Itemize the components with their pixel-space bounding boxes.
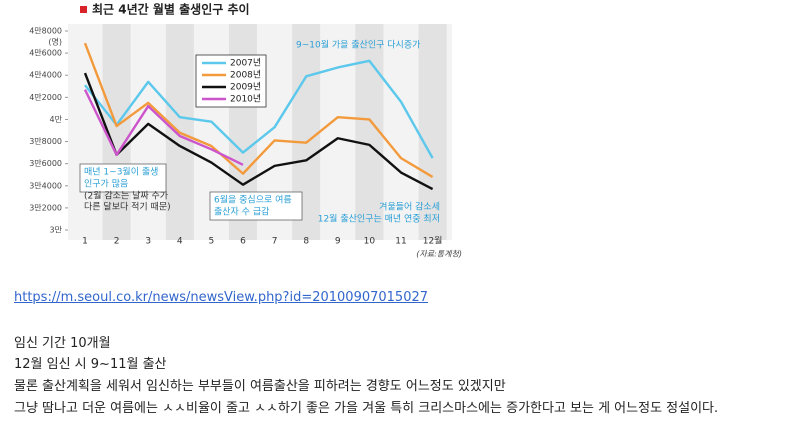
y-tick-label: 4만 bbox=[50, 115, 63, 124]
chart-title: 최근 4년간 월별 출생인구 추이 bbox=[92, 2, 250, 17]
legend-label: 2009년 bbox=[230, 82, 261, 93]
paragraph: 12월 임신 시 9~11월 출산 bbox=[14, 357, 167, 372]
paragraph: 그냥 땀나고 더운 여름에는 ㅅㅅ비율이 줄고 ㅅㅅ하기 좋은 가을 겨울 특히… bbox=[14, 401, 719, 416]
annotation: 출산자 수 급감 bbox=[214, 206, 269, 218]
annotation: 12월 출산인구는 매년 연중 최저 bbox=[318, 213, 440, 225]
x-tick-label: 5 bbox=[209, 237, 215, 247]
x-tick-label: 2 bbox=[114, 237, 120, 247]
y-tick-label: 3만4000 bbox=[29, 181, 62, 190]
y-tick-label: 4만6000 bbox=[29, 49, 62, 58]
y-tick-label: 3만2000 bbox=[29, 203, 62, 212]
x-tick-label: 3 bbox=[145, 237, 151, 247]
x-tick-label: 8 bbox=[303, 237, 309, 247]
legend-label: 2008년 bbox=[230, 70, 261, 81]
source: (자료:통계청) bbox=[416, 250, 462, 259]
chart: 최근 4년간 월별 출생인구 추이 (명) (자료:통계청) 3만 3만2000 3… bbox=[29, 2, 462, 259]
x-tick-label: 1 bbox=[82, 237, 88, 247]
y-tick-label: 4만8000 bbox=[29, 27, 62, 36]
annotation: 인구가 많음 bbox=[84, 179, 128, 190]
x-tick-label: 6 bbox=[240, 237, 246, 247]
x-tick-label: 11 bbox=[395, 237, 406, 247]
legend-label: 2010년 bbox=[230, 94, 261, 105]
band bbox=[418, 24, 447, 240]
paragraph: 임신 기간 10개월 bbox=[14, 336, 111, 351]
y-tick-label: 3만8000 bbox=[29, 137, 62, 146]
legend-label: 2007년 bbox=[230, 58, 261, 69]
x-tick-label: 12월 bbox=[423, 235, 443, 247]
paragraph: 물론 출산계획을 세워서 임신하는 부부들이 여름출산을 피하려는 경향도 어느… bbox=[14, 379, 506, 394]
y-tick-label: 3만6000 bbox=[29, 159, 62, 168]
series-line bbox=[84, 59, 434, 159]
x-tick-label: 7 bbox=[272, 237, 278, 247]
annotation: 겨울들어 감소세 bbox=[379, 201, 440, 213]
annotation: (2월 감소는 날짜 수가 bbox=[84, 190, 168, 202]
annotation-box bbox=[79, 163, 167, 193]
x-tick-label: 10 bbox=[364, 237, 376, 247]
y-tick-label: 3만 bbox=[50, 226, 63, 235]
y-tick-label: 4만2000 bbox=[29, 93, 62, 102]
annotation: 매년 1~3월이 출생 bbox=[84, 166, 158, 178]
annotation: 다른 달보다 적기 때문) bbox=[84, 201, 171, 213]
series-line bbox=[83, 89, 244, 166]
annotation: 6월을 중심으로 여름 bbox=[214, 194, 292, 206]
annotation-box bbox=[209, 191, 303, 221]
y-tick-label: 4만4000 bbox=[29, 71, 62, 80]
annotation: 9~10월 가을 출산인구 다시증가 bbox=[296, 39, 420, 51]
x-tick-label: 4 bbox=[177, 237, 183, 247]
source-link[interactable]: https://m.seoul.co.kr/news/newsView.php?… bbox=[14, 290, 429, 305]
series-line bbox=[83, 42, 434, 178]
x-tick-label: 9 bbox=[335, 237, 341, 247]
title-marker bbox=[80, 6, 87, 13]
series-line bbox=[83, 72, 434, 191]
y-unit: (명) bbox=[48, 37, 62, 47]
